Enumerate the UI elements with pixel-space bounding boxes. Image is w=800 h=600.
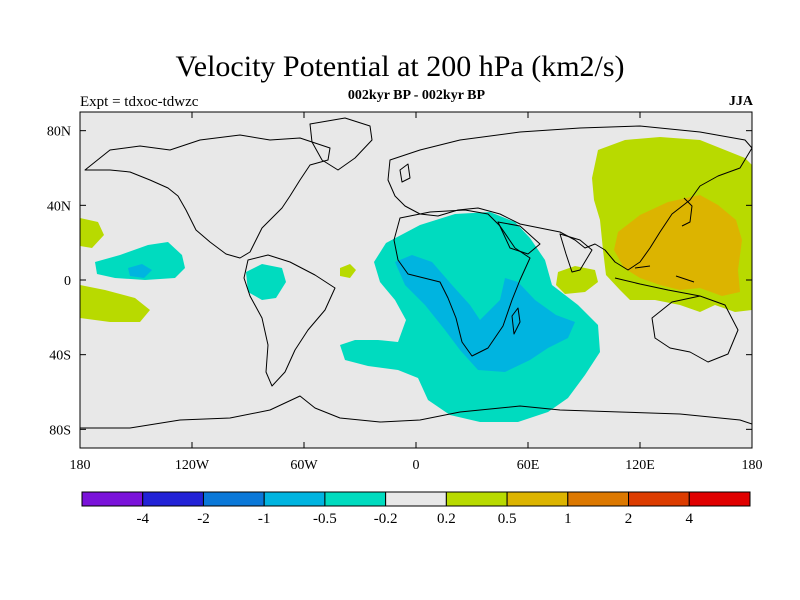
colorbar-swatch — [628, 491, 690, 507]
colorbar-label: 2 — [625, 511, 633, 527]
contour-fill-africa-core — [395, 255, 575, 372]
colorbar-label: -4 — [136, 511, 149, 527]
coastline-japan — [681, 197, 693, 227]
colorbar: -4 -2 -1 -0.5 -0.2 0.2 0.5 1 2 4 — [81, 491, 751, 527]
colorbar-label: 4 — [686, 511, 694, 527]
coastline-australia — [651, 295, 739, 363]
colorbar-label: -1 — [258, 511, 271, 527]
plot-title: Velocity Potential at 200 hPa (km2/s) — [175, 50, 625, 83]
x-tick-label: 60W — [290, 458, 318, 473]
x-axis: 180 120W 60W 0 60E 120E 180 — [70, 112, 763, 473]
colorbar-label: 0.5 — [498, 511, 517, 527]
x-tick-label: 60E — [517, 458, 540, 473]
coastline-india — [559, 233, 593, 273]
coastline-madagascar — [511, 307, 521, 335]
colorbar-label: -0.2 — [374, 511, 398, 527]
coastlines — [80, 117, 752, 429]
coastline-north-america — [84, 134, 331, 259]
colorbar-swatch — [385, 491, 447, 507]
y-axis: 80N 40N 0 40S 80S — [47, 125, 752, 438]
colorbar-swatch — [142, 491, 204, 507]
coastline-maritime-continent — [614, 265, 701, 297]
x-tick-label: 180 — [70, 458, 91, 473]
contour-fill-indian-ocean — [556, 266, 598, 294]
contour-fill-north-pacific — [95, 242, 185, 280]
colorbar-label: 1 — [564, 511, 572, 527]
y-tick-label: 40S — [49, 349, 71, 364]
coastline-arabia — [497, 221, 541, 255]
x-tick-label: 120E — [625, 458, 655, 473]
contour-fill-western-pacific-core — [614, 195, 742, 296]
colorbar-swatch — [688, 491, 751, 507]
colorbar-label: -2 — [197, 511, 210, 527]
contour-fill-south-america — [246, 264, 286, 300]
x-tick-label: 180 — [742, 458, 763, 473]
season-label: JJA — [728, 94, 753, 109]
colorbar-label: -0.5 — [313, 511, 337, 527]
contour-fill-atlantic — [340, 264, 356, 278]
coastline-uk — [399, 163, 411, 183]
y-tick-label: 80N — [47, 125, 71, 140]
colorbar-swatch — [324, 491, 387, 507]
map-plot — [80, 112, 752, 448]
colorbar-swatch — [445, 491, 508, 507]
colorbar-swatch — [263, 491, 326, 507]
coastline-greenland — [309, 117, 373, 171]
y-tick-label: 80S — [49, 423, 71, 438]
x-tick-label: 120W — [175, 458, 210, 473]
colorbar-swatch — [567, 491, 630, 507]
coastline-eurasia — [387, 125, 752, 271]
colorbar-swatch — [81, 491, 144, 507]
coastline-antarctica — [80, 395, 752, 429]
coastline-africa — [393, 209, 531, 357]
plot-subtitle: 002kyr BP - 002kyr BP — [347, 88, 486, 103]
x-tick-label: 0 — [413, 458, 420, 473]
contour-fill-central-pacific — [80, 218, 104, 248]
y-tick-label: 40N — [47, 199, 71, 214]
contour-fill-pacific-core — [128, 264, 152, 278]
coastline-south-america — [243, 254, 336, 387]
colorbar-label: 0.2 — [437, 511, 456, 527]
y-tick-label: 0 — [64, 274, 71, 289]
experiment-label: Expt = tdxoc-tdwzc — [80, 94, 199, 110]
colorbar-swatch — [202, 491, 265, 507]
contour-fill-east-pacific — [80, 285, 150, 322]
colorbar-swatch — [506, 491, 569, 507]
